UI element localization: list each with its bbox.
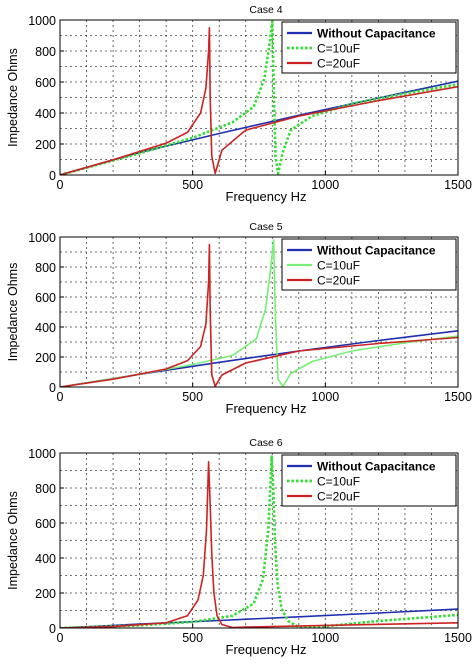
x-tick-label: 1500	[444, 631, 472, 645]
x-tick-label: 500	[182, 631, 203, 645]
y-tick-label: 1000	[28, 14, 56, 28]
y-axis-label: Impedance Ohms	[6, 48, 20, 147]
y-tick-label: 600	[35, 291, 56, 305]
x-tick-label: 1000	[311, 631, 339, 645]
x-axis-label: Frequency Hz	[226, 401, 307, 416]
series-line	[60, 243, 458, 387]
axes-frame	[59, 19, 459, 176]
x-tick-label: 1000	[311, 390, 339, 404]
legend-box	[281, 21, 457, 74]
x-tick-label: 1500	[444, 178, 472, 192]
x-tick-label: 1500	[444, 390, 472, 404]
axes-frame	[59, 452, 459, 629]
series-line	[60, 608, 458, 628]
axes-frame	[59, 236, 459, 388]
chart-panel: 0 200 400 600 800 1000 0 500 1000 1500 Case 6 Frequ…	[6, 437, 472, 657]
chart-title: Case 5	[249, 221, 282, 233]
legend-label: Without Capacitance	[317, 27, 436, 41]
y-tick-label: 200	[35, 138, 56, 152]
x-tick-label: 1000	[311, 178, 339, 192]
x-tick-label: 0	[57, 178, 64, 192]
chart-panel: 0 200 400 600 800 1000 0 500 1000 1500 Case 5 Frequ…	[6, 221, 472, 416]
y-axis-label: Impedance Ohms	[6, 263, 20, 362]
series-line	[60, 455, 458, 628]
legend-label: C=20uF	[317, 490, 360, 504]
x-tick-label: 500	[182, 178, 203, 192]
y-tick-label: 400	[35, 552, 56, 566]
y-tick-label: 600	[35, 76, 56, 90]
y-tick-label: 0	[49, 169, 56, 183]
y-tick-label: 400	[35, 321, 56, 335]
y-tick-label: 800	[35, 45, 56, 59]
y-tick-label: 0	[49, 622, 56, 636]
x-axis-label: Frequency Hz	[226, 189, 307, 204]
y-tick-label: 200	[35, 351, 56, 365]
series-line	[60, 26, 458, 175]
y-tick-label: 800	[35, 482, 56, 496]
y-tick-label: 200	[35, 587, 56, 601]
x-tick-label: 500	[182, 390, 203, 404]
legend-label: Without Capacitance	[317, 244, 436, 258]
legend-label: C=10uF	[317, 475, 360, 489]
y-tick-label: 400	[35, 107, 56, 121]
y-tick-label: 0	[49, 381, 56, 395]
legend-label: C=10uF	[317, 42, 360, 56]
x-axis-label: Frequency Hz	[226, 642, 307, 657]
chart-panel: 0 200 400 600 800 1000 0 500 1000 1500 Case 4 Frequ…	[6, 4, 472, 204]
chart-title: Case 6	[249, 437, 282, 449]
x-tick-label: 0	[57, 631, 64, 645]
series-line	[60, 20, 458, 175]
y-tick-label: 1000	[28, 231, 56, 245]
series-line	[60, 460, 458, 628]
chart-title: Case 4	[249, 4, 282, 16]
legend-label: C=20uF	[317, 274, 360, 288]
y-tick-label: 1000	[28, 447, 56, 461]
legend-label: C=10uF	[317, 259, 360, 273]
legend-label: Without Capacitance	[317, 460, 436, 474]
series-line	[60, 239, 458, 387]
legend-label: C=20uF	[317, 57, 360, 71]
x-tick-label: 0	[57, 390, 64, 404]
y-axis-label: Impedance Ohms	[6, 491, 20, 590]
y-tick-label: 600	[35, 517, 56, 531]
y-tick-label: 800	[35, 261, 56, 275]
